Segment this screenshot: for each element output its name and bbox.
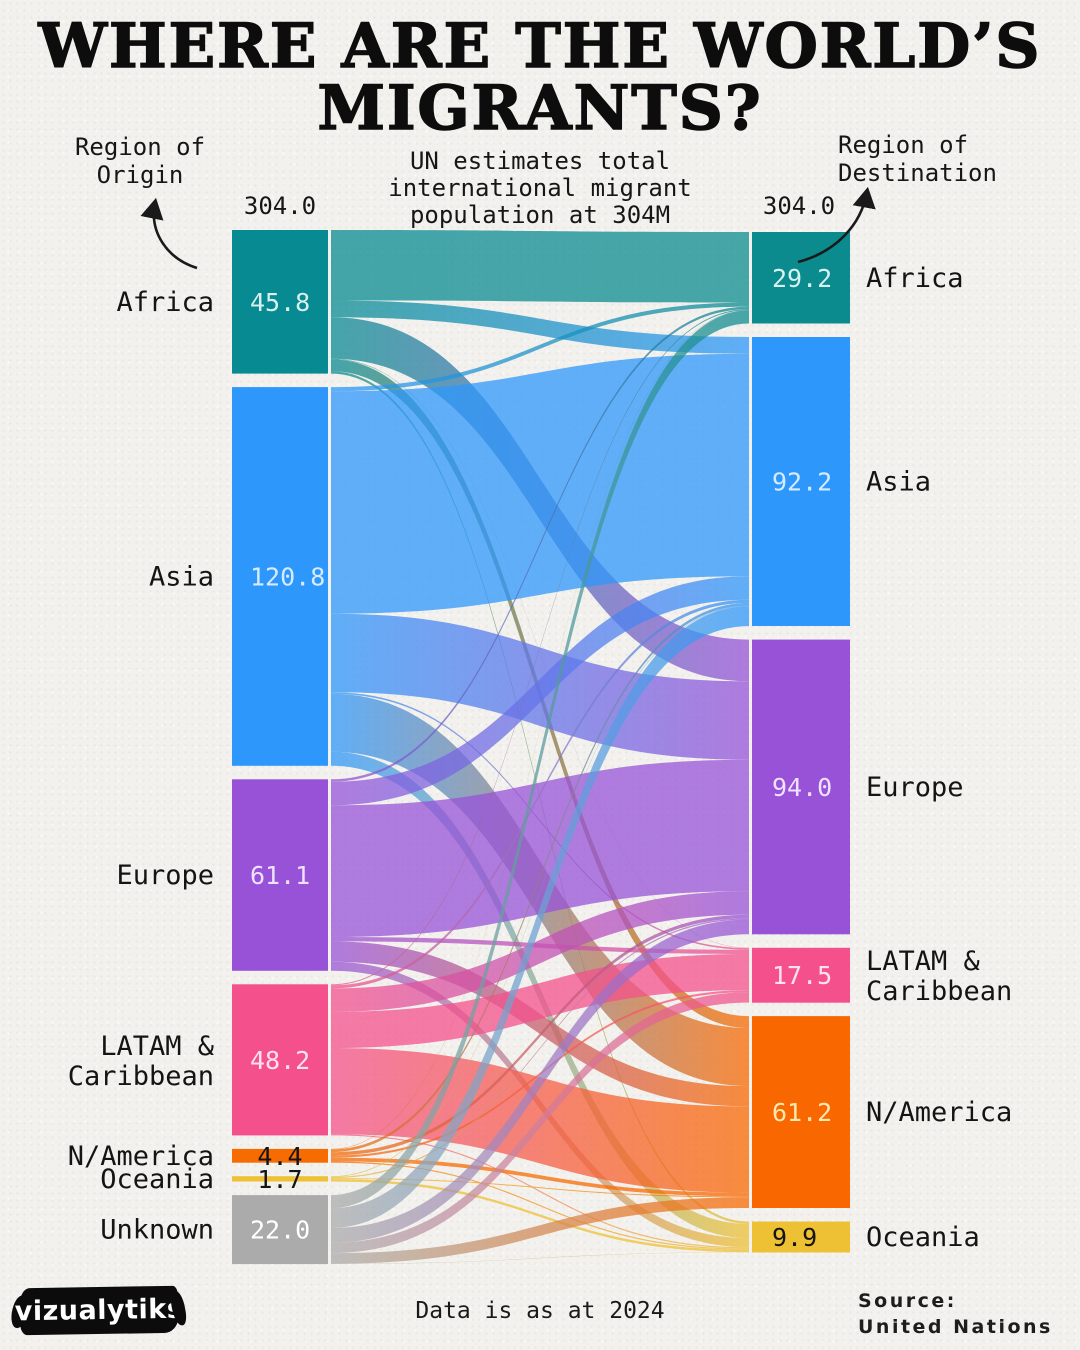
flow-latam-to-oceania	[331, 1134, 749, 1249]
flow-unknown-to-latam	[331, 992, 749, 1254]
flow-oceania-to-europe	[331, 918, 749, 1179]
flow-oceania-to-oceania	[331, 1179, 749, 1253]
origin-node-value-europe: 61.1	[250, 861, 310, 890]
origin-node-value-namerica: 4.4	[257, 1142, 302, 1171]
flow-namerica-to-asia	[331, 602, 749, 1153]
flow-africa-to-africa	[331, 230, 749, 303]
flow-europe-to-europe	[331, 759, 749, 937]
flow-unknown-to-oceania	[331, 1252, 749, 1264]
node-bars	[232, 230, 850, 1265]
flow-unknown-to-europe	[331, 919, 749, 1243]
origin-node-europe	[232, 779, 328, 971]
flow-latam-to-latam	[331, 954, 749, 1048]
origin-column-label: Region of Origin	[74, 133, 206, 189]
origin-node-label-namerica: N/America	[68, 1141, 214, 1172]
destination-node-label-europe: Europe	[866, 772, 964, 803]
destination-node-label-namerica: N/America	[866, 1097, 1012, 1128]
origin-node-value-asia: 120.8	[250, 562, 325, 591]
flow-unknown-to-asia	[331, 606, 749, 1228]
destination-total: 304.0	[762, 192, 836, 220]
origin-node-namerica	[232, 1148, 328, 1163]
origin-total: 304.0	[243, 192, 317, 220]
origin-node-asia	[232, 387, 328, 766]
origin-node-label-africa: Africa	[116, 287, 214, 318]
origin-node-value-unknown: 22.0	[250, 1216, 310, 1245]
flow-latam-to-europe	[331, 891, 749, 1012]
destination-node-label-latam: LATAM & Caribbean	[866, 946, 1012, 1007]
source-label: Source:	[858, 1290, 957, 1312]
origin-node-label-oceania: Oceania	[100, 1164, 214, 1195]
origin-node-label-latam: LATAM & Caribbean	[68, 1031, 215, 1092]
flow-europe-to-africa	[331, 306, 749, 782]
destination-node-value-africa: 29.2	[772, 264, 832, 293]
subtitle: UN estimates total international migrant…	[388, 147, 692, 229]
flow-unknown-to-africa	[331, 310, 749, 1209]
origin-node-africa	[232, 230, 328, 374]
flow-asia-to-asia	[331, 353, 749, 614]
source-attribution: Source: United Nations	[858, 1288, 1053, 1340]
origin-node-label-asia: Asia	[149, 561, 214, 592]
destination-node-value-latam: 17.5	[772, 961, 832, 990]
origin-node-label-europe: Europe	[116, 860, 214, 891]
destination-node-latam	[752, 947, 850, 1003]
destination-node-label-africa: Africa	[866, 263, 964, 294]
destination-node-value-asia: 92.2	[772, 468, 832, 497]
destination-node-value-europe: 94.0	[772, 773, 832, 802]
origin-node-value-oceania: 1.7	[257, 1165, 302, 1194]
node-labels: 45.8 Africa 120.8 Asia 61.1 Europe 48.2 LATAM &…	[68, 263, 1013, 1253]
flow-unknown-to-namerica	[331, 1197, 749, 1264]
flow-namerica-to-europe	[331, 914, 749, 1156]
destination-node-namerica	[752, 1016, 850, 1208]
flow-latam-to-africa	[331, 309, 749, 986]
origin-node-unknown	[232, 1195, 328, 1265]
flow-ribbons	[331, 230, 749, 1264]
destination-node-label-asia: Asia	[866, 467, 931, 498]
page-title: WHERE ARE THE WORLD’S MIGRANTS?	[38, 11, 1042, 145]
destination-node-europe	[752, 639, 850, 935]
data-footnote: Data is as at 2024	[415, 1298, 665, 1324]
flow-asia-to-africa	[331, 302, 749, 392]
flow-namerica-to-oceania	[331, 1161, 749, 1250]
destination-node-africa	[752, 232, 850, 324]
destination-arrow-icon	[797, 186, 876, 264]
source-value: United Nations	[858, 1316, 1053, 1338]
brand-logo-text: vizualytiks	[14, 1293, 184, 1328]
origin-node-value-latam: 48.2	[250, 1046, 310, 1075]
brand-logo: vizualytiks	[14, 1285, 184, 1336]
flow-namerica-to-namerica	[331, 1157, 749, 1197]
origin-node-value-africa: 45.8	[250, 288, 310, 317]
flow-europe-to-namerica	[331, 941, 749, 1107]
flow-europe-to-asia	[331, 576, 749, 806]
destination-node-oceania	[752, 1221, 850, 1253]
origin-node-label-unknown: Unknown	[100, 1215, 214, 1246]
destination-node-value-namerica: 61.2	[772, 1098, 832, 1127]
origin-node-latam	[232, 984, 328, 1136]
flow-africa-to-asia	[331, 300, 749, 354]
destination-column-label: Region of Destination	[838, 131, 997, 187]
origin-arrow-icon	[140, 197, 198, 270]
flow-namerica-to-africa	[331, 310, 749, 1150]
origin-node-oceania	[232, 1176, 328, 1182]
destination-node-asia	[752, 337, 850, 626]
destination-node-value-oceania: 9.9	[772, 1223, 817, 1252]
flow-oceania-to-asia	[331, 605, 749, 1177]
destination-node-label-oceania: Oceania	[866, 1222, 980, 1253]
flow-latam-to-asia	[331, 599, 749, 989]
flow-oceania-to-namerica	[331, 1178, 749, 1198]
